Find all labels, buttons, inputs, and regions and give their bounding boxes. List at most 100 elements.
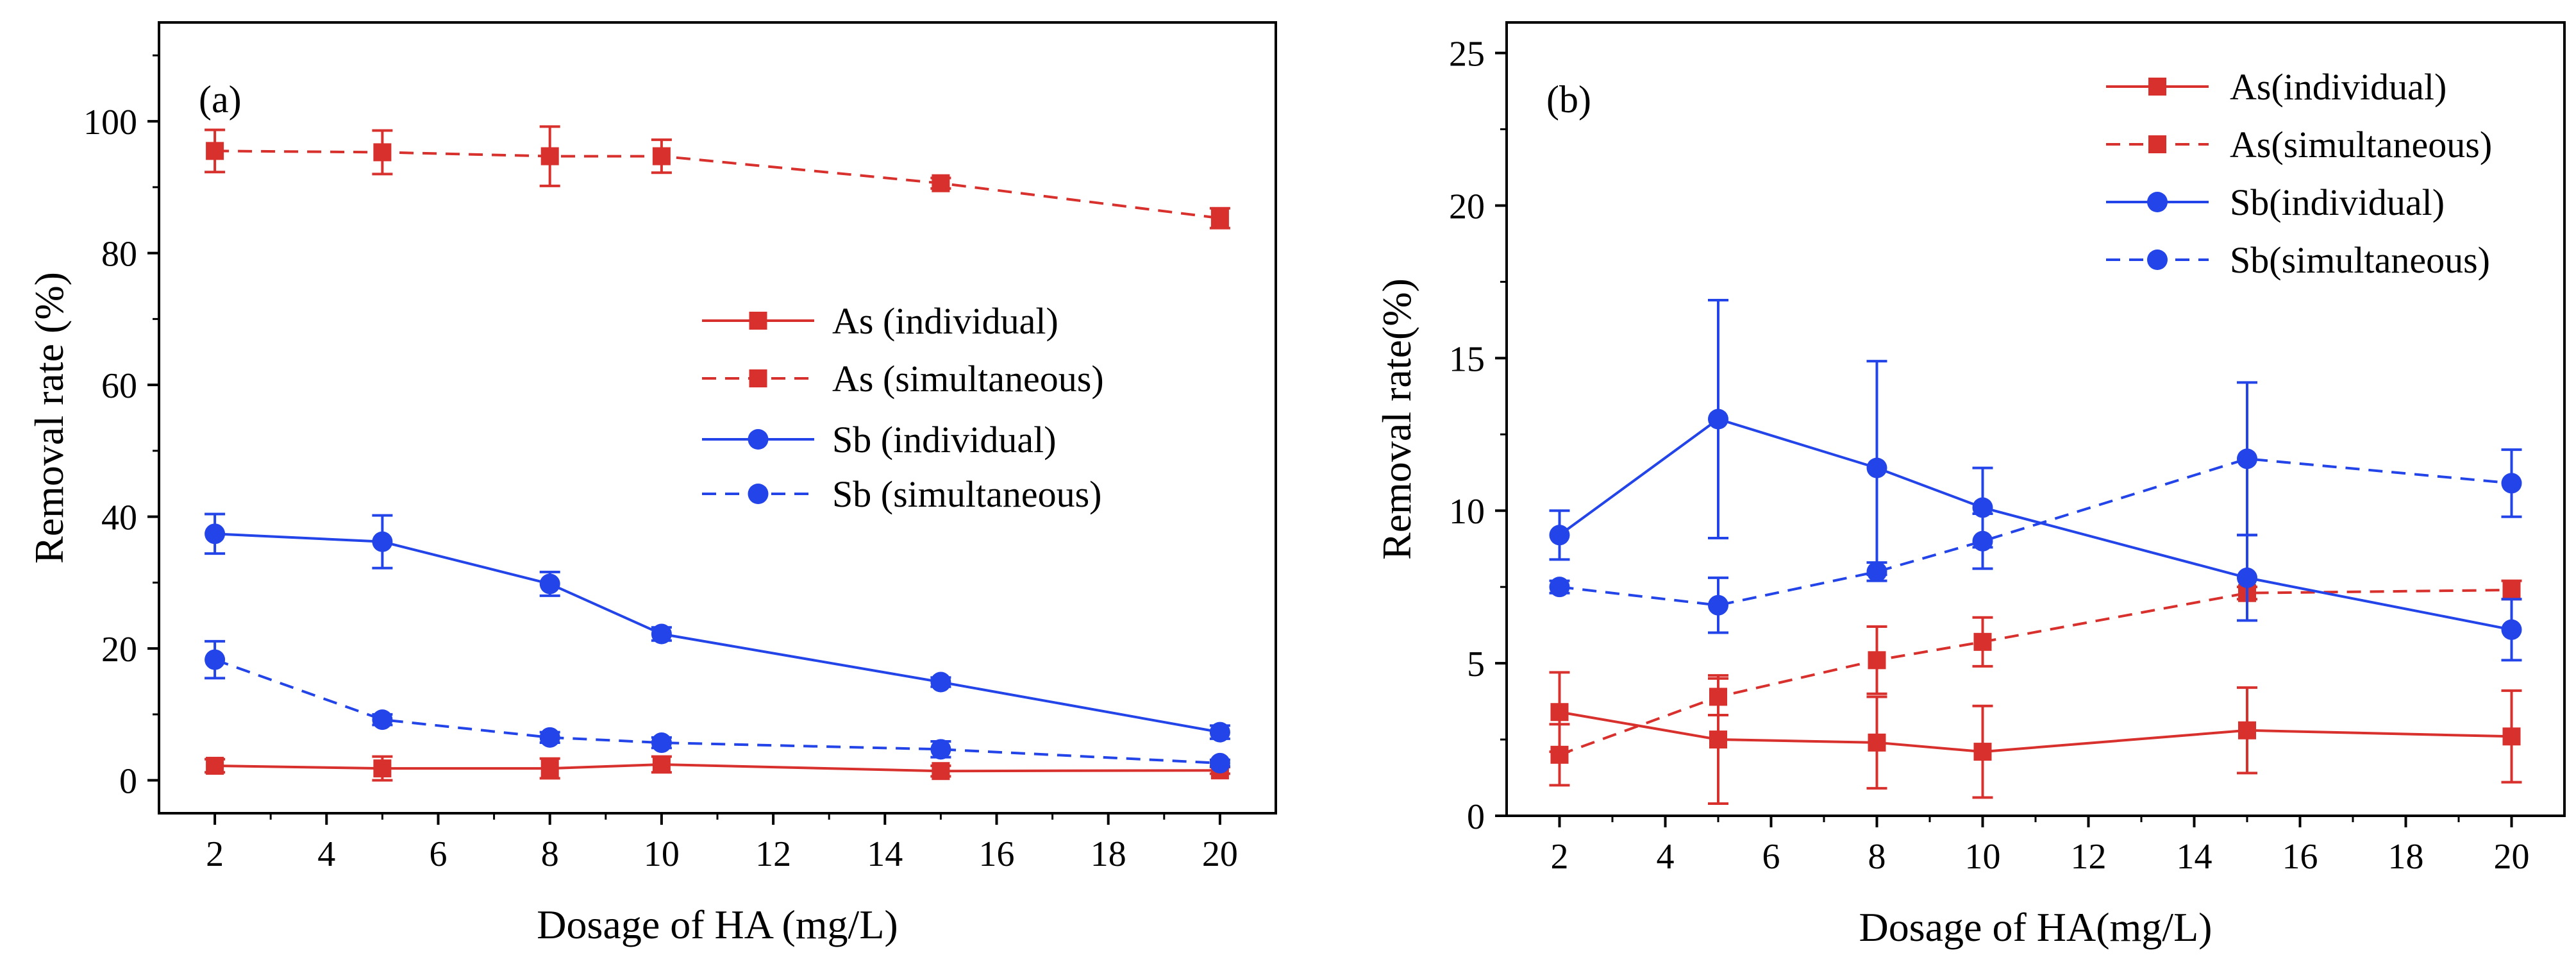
x-tick-label: 10 [1965, 837, 2001, 877]
x-tick-label: 20 [2494, 837, 2530, 877]
legend-entry: Sb(individual) [2106, 182, 2445, 223]
x-tick-label: 14 [2177, 837, 2212, 877]
legend-entry: Sb (simultaneous) [702, 473, 1101, 515]
data-point [652, 147, 671, 165]
x-tick-label: 16 [2282, 837, 2318, 877]
legend-label: Sb (individual) [832, 419, 1057, 460]
data-point [932, 762, 950, 781]
data-point [540, 759, 559, 778]
data-point [540, 147, 559, 165]
x-tick-label: 6 [1762, 837, 1780, 877]
data-point [930, 671, 951, 693]
data-point [1868, 733, 1886, 752]
x-axis-title: Dosage of HA(mg/L) [1859, 904, 2212, 950]
data-point [1210, 209, 1229, 228]
x-tick-label: 4 [1657, 837, 1675, 877]
legend-marker [2147, 192, 2168, 212]
series-sb-individual [205, 512, 1230, 743]
data-point [2238, 721, 2256, 739]
x-tick-label: 18 [1091, 834, 1126, 874]
x-tick-label: 16 [979, 834, 1015, 874]
legend-label: As (individual) [832, 300, 1058, 342]
legend-label: Sb(simultaneous) [2230, 239, 2490, 281]
legend-marker [2148, 78, 2166, 96]
series-line [1559, 588, 2512, 756]
legend-label: As (simultaneous) [832, 358, 1104, 400]
plot-frame [158, 21, 1277, 815]
data-point [1708, 595, 1728, 616]
x-tick-label: 20 [1202, 834, 1238, 874]
series-line [214, 658, 1220, 764]
data-point [2501, 473, 2522, 494]
y-tick-label: 25 [1449, 35, 1485, 74]
data-point [2502, 580, 2521, 599]
y-tick-label: 15 [1449, 339, 1485, 379]
y-axis-title: Removal rate(%) [1374, 278, 1419, 560]
legend-marker [2148, 135, 2166, 153]
x-tick-label: 4 [317, 834, 335, 874]
legend-marker [748, 484, 769, 504]
y-tick-label: 10 [1449, 492, 1485, 532]
x-axis-title: Dosage of HA (mg/L) [537, 902, 898, 947]
data-point [2237, 448, 2257, 469]
legend-marker [749, 369, 767, 387]
legend-entry: As (individual) [702, 300, 1058, 342]
legend-entry: As (simultaneous) [702, 358, 1104, 400]
legend-marker [749, 312, 767, 330]
y-tick-label: 20 [1449, 187, 1485, 226]
data-point [1709, 688, 1727, 706]
data-point [930, 739, 951, 760]
legend-entry: As(individual) [2106, 66, 2446, 108]
series-sb-simultaneous [1549, 381, 2522, 634]
series-line [1559, 711, 2512, 754]
x-tick-label: 12 [755, 834, 791, 874]
data-point [372, 531, 393, 552]
series-sb-simultaneous [205, 639, 1230, 773]
data-point [206, 757, 224, 775]
x-tick-label: 2 [206, 834, 224, 874]
x-tick-label: 14 [867, 834, 903, 874]
y-tick-label: 0 [119, 762, 137, 802]
data-point [932, 174, 950, 192]
y-tick-label: 5 [1467, 645, 1485, 684]
series-line [215, 763, 1220, 773]
data-point [651, 623, 672, 645]
data-point [206, 142, 224, 160]
data-point [205, 649, 226, 670]
series-line [215, 532, 1221, 734]
series-as-simultaneous [1549, 579, 2522, 787]
data-point [2501, 619, 2522, 640]
data-point [539, 573, 560, 595]
x-tick-label: 8 [541, 834, 559, 874]
data-point [1868, 651, 1886, 670]
data-point [1209, 722, 1230, 743]
x-tick-label: 8 [1868, 837, 1886, 877]
data-point [1709, 730, 1727, 749]
legend-label: Sb (simultaneous) [832, 473, 1101, 515]
data-point [2237, 567, 2257, 588]
series-line [215, 149, 1221, 220]
x-tick-label: 10 [644, 834, 680, 874]
legend-entry: As(simultaneous) [2106, 124, 2492, 165]
data-point [1550, 703, 1569, 722]
data-point [1973, 743, 1992, 761]
legend-entry: Sb (individual) [702, 419, 1057, 460]
chart-panel-a: 2 4 6 8 10 12 14 16 18 20 0 20 40 60 80 100 Dosage of HA… [26, 21, 1277, 947]
legend-label: As(individual) [2230, 66, 2446, 108]
x-tick-label: 2 [1551, 837, 1569, 877]
x-tick-label: 18 [2388, 837, 2424, 877]
series-line [1559, 457, 2512, 607]
data-point [652, 755, 671, 773]
y-tick-label: 0 [1467, 797, 1485, 837]
data-point [1866, 457, 1887, 478]
y-tick-label: 100 [83, 103, 137, 142]
data-point [651, 732, 672, 754]
series-sb-individual [1549, 298, 2522, 662]
legend-label: Sb(individual) [2230, 182, 2445, 223]
data-point [1550, 745, 1569, 764]
y-tick-label: 20 [101, 630, 137, 670]
series-line [1559, 418, 2512, 631]
y-axis-title: Removal rate (%) [26, 272, 72, 564]
panel-label: (b) [1546, 78, 1591, 121]
